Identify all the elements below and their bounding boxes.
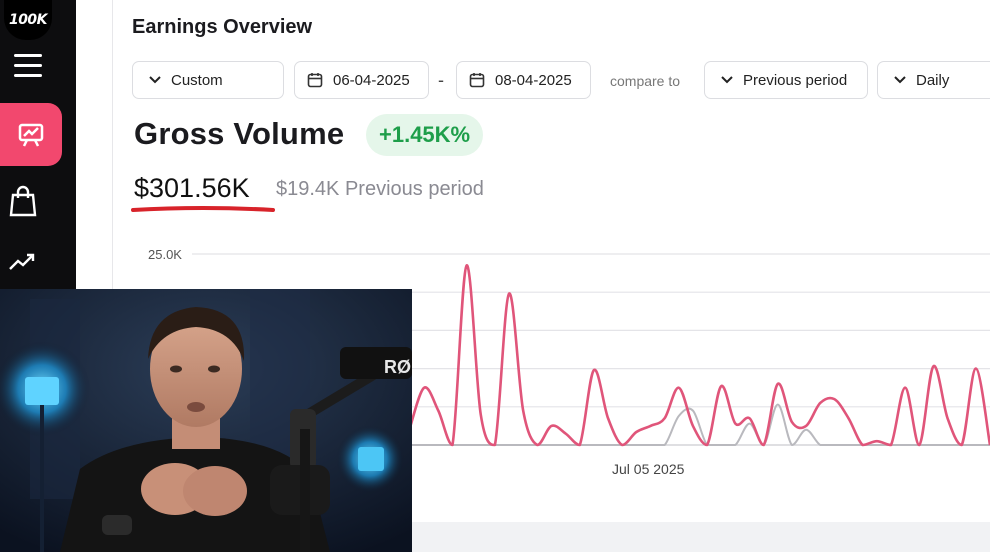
interval-select[interactable]: Daily: [877, 61, 990, 99]
change-badge: +1.45K%: [366, 114, 484, 156]
chevron-down-icon: [149, 76, 161, 84]
previous-period-value: $19.4K Previous period: [276, 178, 484, 200]
calendar-icon: [469, 72, 485, 88]
range-select-label: Custom: [171, 71, 223, 89]
end-date-value: 08-04-2025: [495, 71, 572, 89]
interval-select-label: Daily: [916, 71, 950, 89]
metric-title: Gross Volume: [134, 116, 345, 151]
sidebar-item-earnings[interactable]: [0, 103, 62, 166]
metric-value: $301.56K: [134, 173, 250, 203]
compare-select-label: Previous period: [743, 71, 848, 89]
metric-underline: [131, 206, 275, 212]
y-tick-label: 25.0K: [148, 247, 182, 262]
series-current-line: [408, 264, 990, 447]
svg-text:RØ: RØ: [384, 357, 411, 377]
brand-logo[interactable]: 100K: [4, 0, 52, 40]
sidebar-item-shop[interactable]: [8, 185, 38, 217]
calendar-icon: [307, 72, 323, 88]
card-footer: [412, 522, 990, 552]
range-select[interactable]: Custom: [132, 61, 284, 99]
sidebar-item-analytics[interactable]: [8, 250, 38, 274]
start-date-value: 06-04-2025: [333, 71, 410, 89]
x-tick-label: Jul 05 2025: [612, 461, 685, 477]
page-title: Earnings Overview: [132, 16, 313, 38]
start-date-field[interactable]: 06-04-2025: [294, 61, 429, 99]
compare-select[interactable]: Previous period: [704, 61, 868, 99]
end-date-field[interactable]: 08-04-2025: [456, 61, 591, 99]
menu-icon[interactable]: [14, 54, 42, 78]
presenter-photo: RØ: [0, 289, 412, 552]
webcam-overlay: RØ: [0, 289, 412, 552]
compare-label: compare to: [610, 73, 681, 89]
trending-up-icon: [9, 253, 35, 270]
date-separator: -: [438, 70, 444, 90]
shopping-bag-icon: [9, 185, 37, 217]
chevron-down-icon: [721, 76, 733, 84]
presentation-chart-icon: [18, 123, 44, 147]
chevron-down-icon: [894, 76, 906, 84]
